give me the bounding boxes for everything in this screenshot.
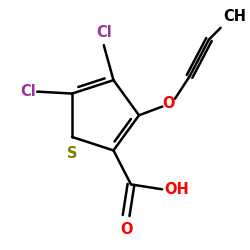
Text: Cl: Cl xyxy=(20,84,36,99)
Text: Cl: Cl xyxy=(96,25,112,40)
Text: S: S xyxy=(67,146,78,161)
Text: OH: OH xyxy=(164,182,189,197)
Text: CH: CH xyxy=(224,9,246,24)
Text: O: O xyxy=(162,96,174,111)
Text: O: O xyxy=(120,222,132,237)
